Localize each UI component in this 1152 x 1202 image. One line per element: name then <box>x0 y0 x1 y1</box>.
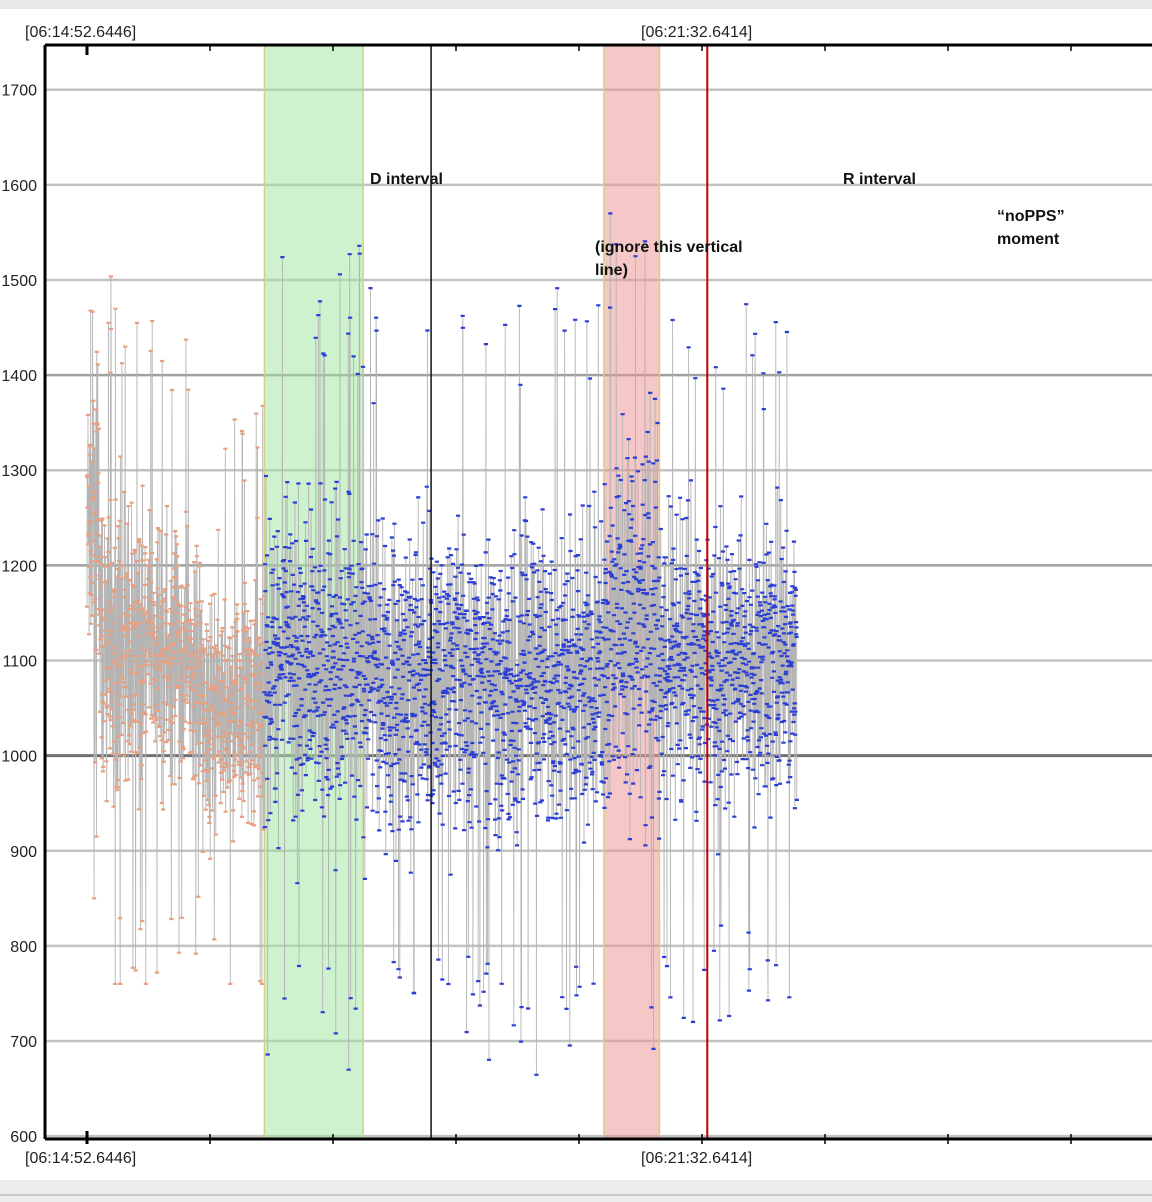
annotation-d-interval: D interval <box>370 171 443 188</box>
y-tick-label-1200: 1200 <box>1 558 37 575</box>
y-tick-label-600: 600 <box>10 1129 37 1146</box>
annotation-r-interval: R interval <box>843 171 916 188</box>
top-border-strip <box>0 0 1152 9</box>
y-tick-label-700: 700 <box>10 1034 37 1051</box>
y-tick-label-1700: 1700 <box>1 83 37 100</box>
x-tick-label-top-2: [06:21:32.6414] <box>641 24 752 41</box>
y-axis-tick-labels: 600 700 800 900 1000 1100 1200 1300 1400 1500 1600… <box>1 83 37 1146</box>
y-tick-label-1500: 1500 <box>1 273 37 290</box>
y-tick-label-1400: 1400 <box>1 368 37 385</box>
x-tick-label-bottom-1: [06:14:52.6446] <box>25 1150 136 1167</box>
series-2 <box>262 212 799 1076</box>
annotations: D interval R interval (ignore this vertica… <box>370 171 1065 279</box>
y-tick-label-1000: 1000 <box>1 749 37 766</box>
x-tick-label-bottom-2: [06:21:32.6414] <box>641 1150 752 1167</box>
x-axis-tick-labels: [06:14:52.6446] [06:21:32.6414] [06:14:52.… <box>25 24 752 1167</box>
y-tick-label-1100: 1100 <box>3 653 38 670</box>
bottom-status-strip <box>0 1180 1152 1202</box>
annotation-ignore-line: (ignore this vertical line) <box>595 239 743 279</box>
data-series <box>84 212 799 1076</box>
y-tick-label-900: 900 <box>10 844 37 861</box>
y-tick-label-1300: 1300 <box>1 463 37 480</box>
marker-lines <box>430 45 709 1139</box>
annotation-nopps: “noPPS” moment <box>997 208 1065 248</box>
x-tick-label-top-1: [06:14:52.6446] <box>25 24 136 41</box>
plot-frame <box>43 43 1152 1144</box>
y-tick-label-800: 800 <box>10 939 37 956</box>
series-1-points <box>84 275 267 985</box>
series-2-points <box>262 212 799 1076</box>
series-1 <box>84 275 267 985</box>
bottom-divider <box>0 1194 1152 1196</box>
y-tick-label-1600: 1600 <box>1 178 37 195</box>
